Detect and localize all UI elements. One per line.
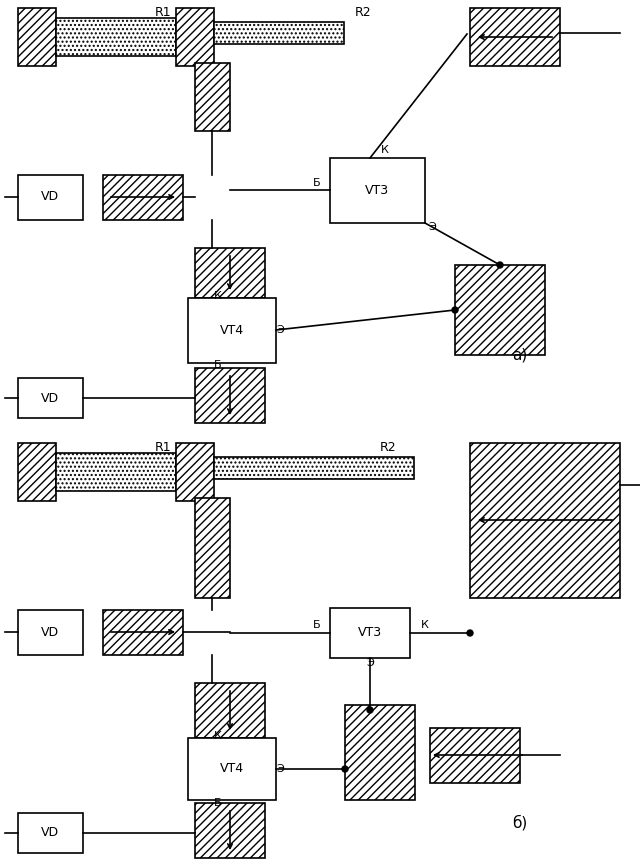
Bar bbox=[214, 22, 344, 44]
Circle shape bbox=[467, 630, 473, 636]
Text: R2: R2 bbox=[355, 6, 372, 19]
Bar bbox=[455, 265, 545, 355]
Bar bbox=[18, 175, 83, 220]
Bar bbox=[195, 803, 265, 858]
Text: VT4: VT4 bbox=[220, 763, 244, 776]
Text: К: К bbox=[214, 731, 222, 741]
Circle shape bbox=[367, 707, 373, 713]
Text: VT3: VT3 bbox=[358, 626, 382, 639]
Bar bbox=[330, 158, 425, 223]
Text: VD: VD bbox=[41, 190, 59, 204]
Bar bbox=[195, 498, 230, 598]
Bar bbox=[176, 443, 214, 501]
Bar bbox=[345, 705, 415, 800]
Text: VD: VD bbox=[41, 827, 59, 840]
Text: R2: R2 bbox=[380, 441, 397, 454]
Text: VD: VD bbox=[41, 626, 59, 638]
Bar bbox=[430, 728, 520, 783]
Text: Э: Э bbox=[366, 658, 374, 668]
Text: Э: Э bbox=[276, 764, 284, 774]
Bar bbox=[103, 175, 183, 220]
Bar bbox=[188, 738, 276, 800]
Bar bbox=[103, 610, 183, 655]
Bar bbox=[18, 813, 83, 853]
Bar bbox=[18, 8, 56, 66]
Text: VD: VD bbox=[41, 391, 59, 404]
Circle shape bbox=[452, 307, 458, 313]
Bar bbox=[18, 610, 83, 655]
Bar bbox=[214, 457, 414, 479]
Text: Б: Б bbox=[313, 178, 321, 188]
Text: Э: Э bbox=[276, 325, 284, 335]
Text: VT4: VT4 bbox=[220, 323, 244, 336]
Circle shape bbox=[342, 766, 348, 772]
Bar bbox=[470, 8, 560, 66]
Text: К: К bbox=[381, 145, 389, 155]
Circle shape bbox=[497, 262, 503, 268]
Text: б): б) bbox=[513, 815, 527, 831]
Text: Б: Б bbox=[214, 360, 222, 370]
Text: К: К bbox=[421, 620, 429, 630]
Bar bbox=[18, 378, 83, 418]
Text: Э: Э bbox=[428, 222, 436, 232]
Bar bbox=[470, 443, 620, 598]
Bar bbox=[195, 683, 265, 738]
Text: R1: R1 bbox=[155, 6, 172, 19]
Bar bbox=[176, 8, 214, 66]
Bar bbox=[195, 63, 230, 131]
Text: R1: R1 bbox=[155, 441, 172, 454]
Bar bbox=[18, 443, 56, 501]
Bar bbox=[330, 608, 410, 658]
Text: К: К bbox=[214, 291, 222, 301]
Text: Б: Б bbox=[214, 798, 222, 808]
Bar bbox=[195, 248, 265, 298]
Text: Б: Б bbox=[313, 620, 321, 630]
Text: а): а) bbox=[513, 347, 527, 363]
Text: VT3: VT3 bbox=[365, 183, 389, 196]
Bar bbox=[56, 453, 176, 491]
Bar bbox=[195, 368, 265, 423]
Bar bbox=[188, 298, 276, 363]
Bar bbox=[56, 18, 176, 56]
